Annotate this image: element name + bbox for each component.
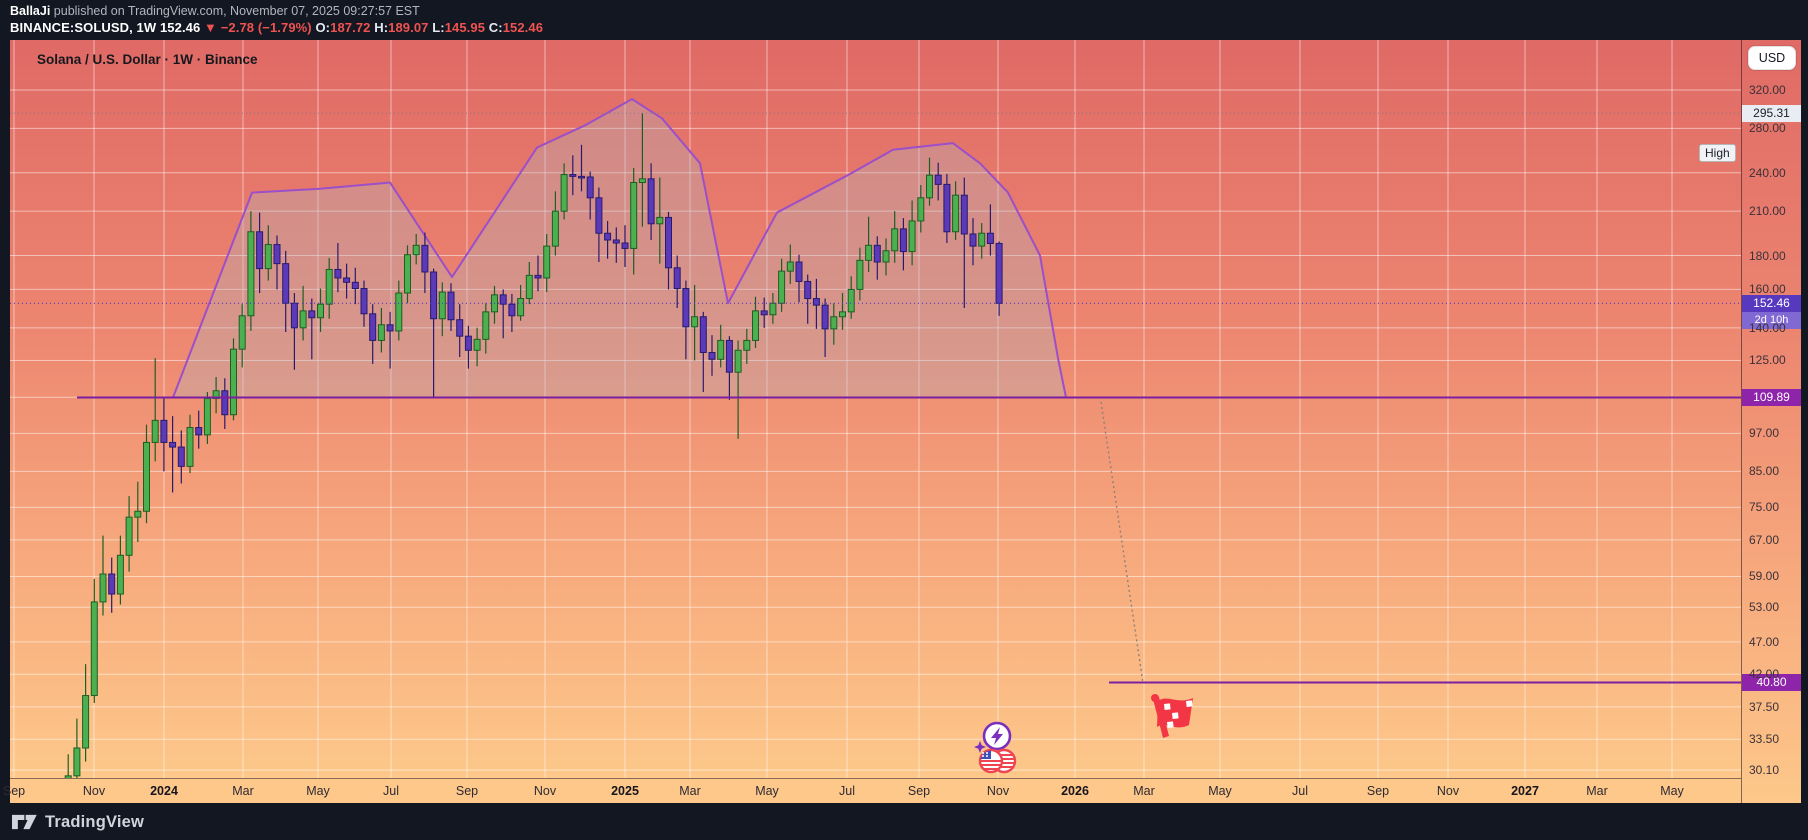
- time-label: Sep: [455, 784, 479, 798]
- quote-segment: C:: [488, 20, 503, 35]
- price-tick: 210.00: [1749, 204, 1786, 219]
- finish-flag-icon[interactable]: [1151, 694, 1193, 738]
- time-label-year: 2027: [1511, 784, 1539, 798]
- time-label: Nov: [1436, 784, 1460, 798]
- price-tick: 140.00: [1749, 320, 1786, 335]
- time-label: Nov: [533, 784, 557, 798]
- quote-segment: 187.72: [330, 20, 375, 35]
- publish-text: published on TradingView.com, November 0…: [50, 4, 420, 18]
- price-tick: 280.00: [1749, 121, 1786, 136]
- time-label: Sep: [2, 784, 26, 798]
- time-label: Sep: [1366, 784, 1390, 798]
- time-label-year: 2026: [1061, 784, 1089, 798]
- time-label: May: [306, 784, 330, 798]
- price-tick: 47.00: [1749, 634, 1780, 649]
- countdown-badge: 2d 10h: [1742, 311, 1801, 329]
- price-tick: 37.50: [1749, 699, 1780, 714]
- time-label: Sep: [907, 784, 931, 798]
- quote-segment: ▼ −2.78 (−1.79%): [204, 20, 316, 35]
- tradingview-logo[interactable]: TradingView: [12, 811, 144, 833]
- time-label: Mar: [1133, 784, 1155, 798]
- price-tick: 67.00: [1749, 532, 1780, 547]
- quote-segment: BINANCE:SOLUSD, 1W: [10, 20, 160, 35]
- price-tick: 180.00: [1749, 248, 1786, 263]
- price-tick: 240.00: [1749, 165, 1786, 180]
- price-tick: 320.00: [1749, 83, 1786, 97]
- high-label-pill: High: [1699, 144, 1736, 163]
- time-label-year: 2024: [150, 784, 178, 798]
- plot-area[interactable]: [10, 40, 1741, 778]
- time-label-year: 2025: [611, 784, 639, 798]
- time-label: May: [1660, 784, 1684, 798]
- reference-lines: [10, 112, 1741, 684]
- time-label: May: [1208, 784, 1232, 798]
- quote-segment: L:: [432, 20, 445, 35]
- price-tick: 75.00: [1749, 500, 1780, 515]
- footer: TradingView: [0, 803, 1808, 840]
- price-tick: 160.00: [1749, 282, 1786, 297]
- publish-bar: BallaJi published on TradingView.com, No…: [0, 0, 1808, 40]
- quote-segment: H:: [374, 20, 389, 35]
- quote-segment: 189.07: [388, 20, 433, 35]
- chart-title: Solana / U.S. Dollar · 1W · Binance: [37, 52, 258, 67]
- price-tick: 97.00: [1749, 426, 1780, 441]
- publish-info: BallaJi published on TradingView.com, No…: [10, 4, 420, 18]
- time-label: Mar: [232, 784, 254, 798]
- price-tick: 125.00: [1749, 353, 1786, 368]
- chart-region: Solana / U.S. Dollar · 1W · Binance High…: [0, 40, 1808, 803]
- usd-button[interactable]: USD: [1748, 46, 1796, 70]
- lower-level-badge: 40.80: [1742, 674, 1801, 692]
- us-flag-event-icon[interactable]: [978, 748, 1017, 774]
- price-tick: 33.50: [1749, 732, 1780, 747]
- last-price-badge: 152.46: [1742, 294, 1801, 312]
- time-label: Jul: [383, 784, 399, 798]
- brand-name: TradingView: [45, 812, 145, 831]
- candlesticks: [64, 113, 1003, 778]
- lightning-event-icon[interactable]: [974, 721, 1012, 753]
- time-label: Mar: [1586, 784, 1608, 798]
- price-tick: 53.00: [1749, 600, 1780, 615]
- quote-segment: 152.46: [502, 20, 544, 35]
- envelope-pattern: [172, 98, 1067, 398]
- price-tick: 59.00: [1749, 569, 1780, 584]
- time-label: Mar: [679, 784, 701, 798]
- price-tick: 42.00: [1749, 667, 1780, 682]
- time-label: Nov: [986, 784, 1010, 798]
- logo-icon: [12, 814, 37, 830]
- grid: [10, 40, 1741, 778]
- author-name: BallaJi: [10, 4, 51, 18]
- price-tick: 30.10: [1749, 763, 1780, 778]
- high-value-badge: 295.31: [1742, 104, 1801, 122]
- quote-segment: 152.46: [159, 20, 205, 35]
- quote-segment: 145.95: [444, 20, 489, 35]
- price-tick: 85.00: [1749, 464, 1780, 479]
- time-label: Jul: [1292, 784, 1308, 798]
- time-label: Nov: [82, 784, 106, 798]
- quote-segment: O:: [315, 20, 331, 35]
- upper-level-badge: 109.89: [1742, 389, 1801, 406]
- time-label: May: [755, 784, 779, 798]
- chart-canvas[interactable]: [10, 40, 1741, 778]
- symbol-quote-line: BINANCE:SOLUSD, 1W 152.46 ▼ −2.78 (−1.79…: [10, 20, 543, 35]
- time-axis[interactable]: Sep Nov 2024 Mar May Jul Sep Nov 2025 Mar May Jul Se…: [3, 778, 1741, 803]
- price-scale[interactable]: USD 295.31 152.46 2d 10h 109.89 40.80 32…: [1741, 40, 1801, 803]
- time-label: Jul: [839, 784, 855, 798]
